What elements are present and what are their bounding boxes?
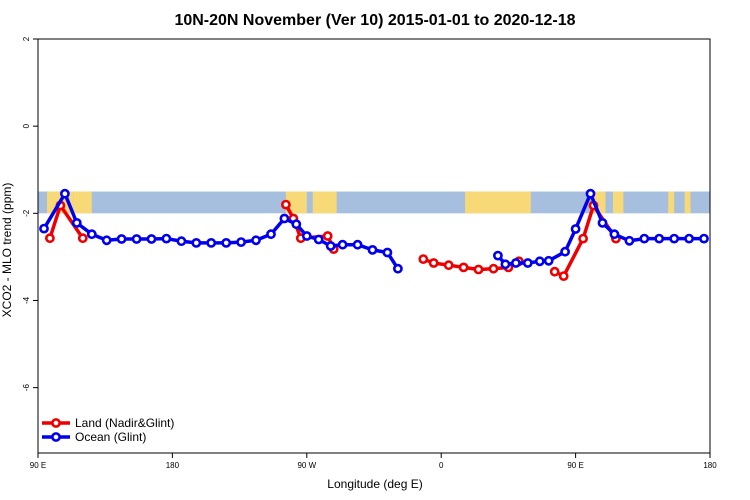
series-1-point-33 <box>570 224 581 234</box>
series-1-point-30 <box>534 256 545 267</box>
series-1-point-39 <box>654 233 665 244</box>
x-tick-label-1: 180 <box>166 461 180 470</box>
y-tick-label-4: -6 <box>22 384 31 392</box>
land-segment-6 <box>612 191 624 214</box>
y-tick-label-3: -4 <box>22 296 31 304</box>
series-0-point-8 <box>418 254 429 264</box>
ocean-band <box>38 191 710 214</box>
series-1-point-36 <box>609 229 620 240</box>
series-1-point-7 <box>146 234 157 244</box>
land-segment-7 <box>668 191 675 214</box>
x-tick-label-3: 0 <box>439 461 444 470</box>
series-1-point-37 <box>624 235 635 246</box>
series-1-point-14 <box>251 235 261 246</box>
legend-label-1: Ocean (Glint) <box>75 430 146 444</box>
y-tick-label-2: -2 <box>22 209 31 217</box>
series-1-point-11 <box>206 237 217 248</box>
series-1-point-0 <box>39 223 49 234</box>
series-1-point-22 <box>352 239 363 250</box>
legend-label-0: Land (Nadir&Glint) <box>75 416 174 430</box>
series-1-point-3 <box>86 229 97 240</box>
series-1-point-23 <box>367 244 378 255</box>
series-1-point-2 <box>71 217 82 228</box>
series-0-point-6 <box>322 231 333 241</box>
legend-swatch-point-1 <box>51 432 61 442</box>
land-segment-5 <box>593 191 606 214</box>
series-1-point-24 <box>382 247 393 258</box>
series-0-point-13 <box>488 263 499 274</box>
legend-swatch-point-0 <box>51 418 61 428</box>
series-1-point-25 <box>392 263 403 274</box>
y-tick-label-1: 0 <box>22 123 31 128</box>
series-1-point-40 <box>669 233 680 244</box>
chart-title: 10N-20N November (Ver 10) 2015-01-01 to … <box>174 12 575 29</box>
series-layer <box>39 188 709 281</box>
legend-entry-0: Land (Nadir&Glint) <box>42 416 174 430</box>
series-1-point-5 <box>116 234 127 244</box>
legend: Land (Nadir&Glint)Ocean (Glint) <box>42 416 174 444</box>
series-1-point-15 <box>266 229 276 240</box>
series-1-point-21 <box>337 239 348 250</box>
series-1-point-41 <box>684 233 694 244</box>
x-tick-label-4: 90 E <box>567 461 583 470</box>
legend-entry-1: Ocean (Glint) <box>42 430 146 444</box>
x-tick-label-2: 90 W <box>297 461 316 470</box>
series-1-point-31 <box>543 255 554 266</box>
series-1-point-42 <box>699 233 709 244</box>
series-1-point-6 <box>131 234 142 244</box>
series-1-point-27 <box>500 259 511 270</box>
series-0-point-17 <box>558 271 569 281</box>
series-1-point-18 <box>301 231 312 241</box>
series-0-point-2 <box>77 233 88 244</box>
series-0-point-9 <box>428 258 439 268</box>
series-0-point-10 <box>443 260 454 271</box>
series-1-point-35 <box>597 217 608 228</box>
series-1-point-26 <box>492 250 503 261</box>
plot-frame <box>37 38 711 454</box>
series-1-point-29 <box>522 258 533 268</box>
x-axis-label: Longitude (deg E) <box>327 477 422 491</box>
x-tick-label-0: 90 E <box>30 461 46 470</box>
y-tick-label-0: 2 <box>22 36 31 41</box>
series-1-point-32 <box>560 246 570 257</box>
series-0-point-11 <box>458 262 469 273</box>
series-1-point-10 <box>191 237 202 248</box>
land-segment-3 <box>312 191 337 214</box>
y-axis-label: XCO2 - MLO trend (ppm) <box>0 183 14 318</box>
series-0-point-12 <box>473 264 484 275</box>
series-0-point-0 <box>45 233 55 244</box>
land-segment-8 <box>684 191 691 214</box>
series-0-point-3 <box>280 199 291 210</box>
series-1-point-1 <box>60 188 70 199</box>
x-axis: 90 E 180 90 W 0 90 E 180 <box>30 453 717 470</box>
series-1-point-4 <box>101 235 112 246</box>
series-1-point-28 <box>511 258 521 268</box>
land-ocean-band <box>38 191 710 214</box>
series-1-point-16 <box>279 213 290 224</box>
x-tick-label-5: 180 <box>703 461 717 470</box>
series-1-point-9 <box>176 236 187 247</box>
series-1-point-8 <box>161 233 172 244</box>
y-axis: 2 0 -2 -4 -6 <box>22 36 38 391</box>
series-1 <box>39 188 709 274</box>
land-segment-1 <box>73 191 92 214</box>
series-1-point-19 <box>313 234 324 245</box>
land-segment-2 <box>285 191 307 214</box>
series-1-point-12 <box>221 237 232 248</box>
series-1-point-13 <box>236 237 246 247</box>
series-0-point-18 <box>578 233 588 244</box>
series-1-point-20 <box>325 241 336 251</box>
series-1-point-17 <box>291 219 302 230</box>
series-1-point-38 <box>639 233 650 244</box>
series-1-point-34 <box>585 188 596 199</box>
series-0-point-16 <box>549 266 560 277</box>
land-segment-4 <box>465 191 531 214</box>
